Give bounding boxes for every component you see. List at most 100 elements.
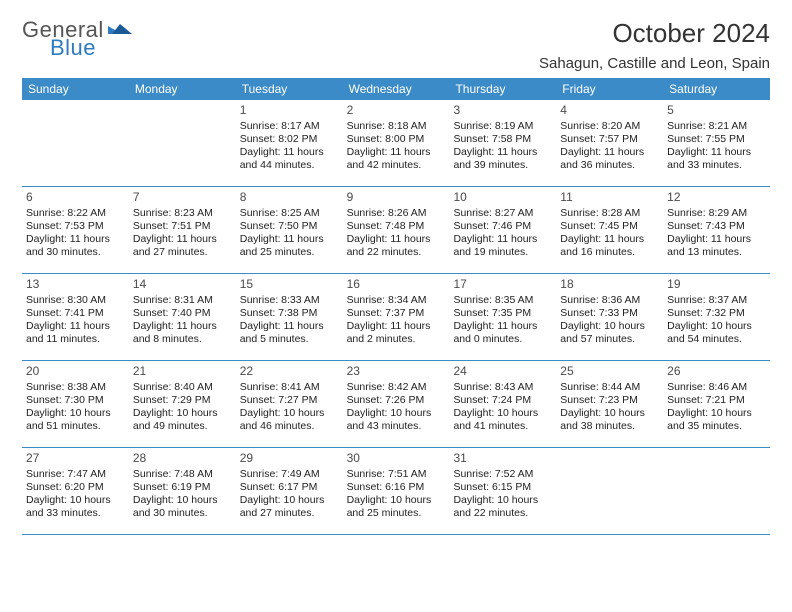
day-info-line: Daylight: 10 hours bbox=[667, 320, 766, 333]
day-info-line: Sunset: 7:41 PM bbox=[26, 307, 125, 320]
day-info-line: Sunset: 7:40 PM bbox=[133, 307, 232, 320]
day-info-line: Sunset: 7:33 PM bbox=[560, 307, 659, 320]
day-info-line: Sunset: 7:51 PM bbox=[133, 220, 232, 233]
day-info-line: Sunrise: 8:20 AM bbox=[560, 120, 659, 133]
day-number: 26 bbox=[667, 364, 766, 378]
day-info-line: and 54 minutes. bbox=[667, 333, 766, 346]
day-info-line: Sunrise: 7:51 AM bbox=[347, 468, 446, 481]
day-info-line: Daylight: 10 hours bbox=[26, 407, 125, 420]
day-cell: 4Sunrise: 8:20 AMSunset: 7:57 PMDaylight… bbox=[556, 100, 663, 186]
day-info-line: Sunrise: 8:23 AM bbox=[133, 207, 232, 220]
day-info-line: and 8 minutes. bbox=[133, 333, 232, 346]
day-number: 27 bbox=[26, 451, 125, 465]
day-info-line: Daylight: 11 hours bbox=[240, 233, 339, 246]
day-info-line: Sunrise: 7:49 AM bbox=[240, 468, 339, 481]
day-cell: 17Sunrise: 8:35 AMSunset: 7:35 PMDayligh… bbox=[449, 274, 556, 360]
day-cell: 20Sunrise: 8:38 AMSunset: 7:30 PMDayligh… bbox=[22, 361, 129, 447]
day-cell: 29 Sunrise: 7:49 AMSunset: 6:17 PMDayligh… bbox=[236, 448, 343, 534]
day-cell: 24Sunrise: 8:43 AMSunset: 7:24 PMDayligh… bbox=[449, 361, 556, 447]
day-info-line: Sunset: 7:53 PM bbox=[26, 220, 125, 233]
weekday-header-row: SundayMondayTuesdayWednesdayThursdayFrid… bbox=[22, 78, 770, 100]
week-row: 13Sunrise: 8:30 AMSunset: 7:41 PMDayligh… bbox=[22, 274, 770, 361]
day-info-line: Sunrise: 7:48 AM bbox=[133, 468, 232, 481]
day-cell: 12Sunrise: 8:29 AMSunset: 7:43 PMDayligh… bbox=[663, 187, 770, 273]
month-title: October 2024 bbox=[539, 18, 770, 49]
day-info-line: Sunrise: 8:35 AM bbox=[453, 294, 552, 307]
day-info-line: and 51 minutes. bbox=[26, 420, 125, 433]
day-cell: 6Sunrise: 8:22 AMSunset: 7:53 PMDaylight… bbox=[22, 187, 129, 273]
day-cell: 15Sunrise: 8:33 AMSunset: 7:38 PMDayligh… bbox=[236, 274, 343, 360]
day-info-line: Daylight: 11 hours bbox=[667, 233, 766, 246]
day-info-line: Sunset: 7:58 PM bbox=[453, 133, 552, 146]
day-info-line: Sunset: 7:26 PM bbox=[347, 394, 446, 407]
day-info-line: and 30 minutes. bbox=[26, 246, 125, 259]
day-cell: 13Sunrise: 8:30 AMSunset: 7:41 PMDayligh… bbox=[22, 274, 129, 360]
day-number: 25 bbox=[560, 364, 659, 378]
day-info-line: Sunset: 6:17 PM bbox=[240, 481, 339, 494]
day-info-line: Daylight: 10 hours bbox=[26, 494, 125, 507]
day-info-line: Sunrise: 8:29 AM bbox=[667, 207, 766, 220]
calendar-page: General Blue October 2024 Sahagun, Casti… bbox=[0, 0, 792, 535]
day-info-line: and 42 minutes. bbox=[347, 159, 446, 172]
day-info-line: Sunset: 6:15 PM bbox=[453, 481, 552, 494]
day-info-line: and 22 minutes. bbox=[453, 507, 552, 520]
day-info-line: Daylight: 11 hours bbox=[26, 233, 125, 246]
day-cell: 25Sunrise: 8:44 AMSunset: 7:23 PMDayligh… bbox=[556, 361, 663, 447]
day-number: 29 bbox=[240, 451, 339, 465]
weekday-cell: Tuesday bbox=[236, 78, 343, 100]
header: General Blue October 2024 Sahagun, Casti… bbox=[22, 18, 770, 72]
day-number: 10 bbox=[453, 190, 552, 204]
day-number: 30 bbox=[347, 451, 446, 465]
day-number: 9 bbox=[347, 190, 446, 204]
day-info-line: and 35 minutes. bbox=[667, 420, 766, 433]
day-info-line: Sunrise: 8:27 AM bbox=[453, 207, 552, 220]
day-number: 21 bbox=[133, 364, 232, 378]
day-info-line: Daylight: 11 hours bbox=[133, 233, 232, 246]
day-info-line: and 11 minutes. bbox=[26, 333, 125, 346]
day-info-line: Sunset: 7:38 PM bbox=[240, 307, 339, 320]
day-cell: 28Sunrise: 7:48 AMSunset: 6:19 PMDayligh… bbox=[129, 448, 236, 534]
day-info-line: and 33 minutes. bbox=[26, 507, 125, 520]
day-cell: 21Sunrise: 8:40 AMSunset: 7:29 PMDayligh… bbox=[129, 361, 236, 447]
day-cell: 23Sunrise: 8:42 AMSunset: 7:26 PMDayligh… bbox=[343, 361, 450, 447]
day-info-line: Sunset: 7:30 PM bbox=[26, 394, 125, 407]
day-info-line: Daylight: 10 hours bbox=[240, 494, 339, 507]
day-info-line: and 30 minutes. bbox=[133, 507, 232, 520]
weekday-cell: Sunday bbox=[22, 78, 129, 100]
day-info-line: Sunrise: 7:47 AM bbox=[26, 468, 125, 481]
day-info-line: Sunrise: 8:19 AM bbox=[453, 120, 552, 133]
day-info-line: Daylight: 11 hours bbox=[133, 320, 232, 333]
day-info-line: and 0 minutes. bbox=[453, 333, 552, 346]
day-cell: 22Sunrise: 8:41 AMSunset: 7:27 PMDayligh… bbox=[236, 361, 343, 447]
location: Sahagun, Castille and Leon, Spain bbox=[539, 55, 770, 72]
day-info-line: Daylight: 10 hours bbox=[133, 494, 232, 507]
logo-line2: Blue bbox=[50, 36, 104, 59]
day-info-line: Sunset: 7:35 PM bbox=[453, 307, 552, 320]
day-info-line: Daylight: 10 hours bbox=[453, 494, 552, 507]
day-info-line: Daylight: 11 hours bbox=[560, 233, 659, 246]
day-cell: 18Sunrise: 8:36 AMSunset: 7:33 PMDayligh… bbox=[556, 274, 663, 360]
day-info-line: Sunset: 7:55 PM bbox=[667, 133, 766, 146]
day-info-line: Daylight: 10 hours bbox=[240, 407, 339, 420]
day-info-line: Daylight: 10 hours bbox=[133, 407, 232, 420]
day-info-line: and 44 minutes. bbox=[240, 159, 339, 172]
day-cell bbox=[22, 100, 129, 186]
day-info-line: and 2 minutes. bbox=[347, 333, 446, 346]
day-info-line: Sunrise: 8:17 AM bbox=[240, 120, 339, 133]
day-number: 19 bbox=[667, 277, 766, 291]
day-info-line: Sunrise: 8:25 AM bbox=[240, 207, 339, 220]
day-cell: 14Sunrise: 8:31 AMSunset: 7:40 PMDayligh… bbox=[129, 274, 236, 360]
day-cell: 11Sunrise: 8:28 AMSunset: 7:45 PMDayligh… bbox=[556, 187, 663, 273]
day-info-line: Daylight: 11 hours bbox=[347, 146, 446, 159]
day-cell: 10Sunrise: 8:27 AMSunset: 7:46 PMDayligh… bbox=[449, 187, 556, 273]
weeks-container: 1Sunrise: 8:17 AMSunset: 8:02 PMDaylight… bbox=[22, 100, 770, 535]
day-number: 15 bbox=[240, 277, 339, 291]
day-info-line: and 27 minutes. bbox=[133, 246, 232, 259]
day-number: 28 bbox=[133, 451, 232, 465]
day-cell: 26Sunrise: 8:46 AMSunset: 7:21 PMDayligh… bbox=[663, 361, 770, 447]
day-info-line: Sunrise: 8:40 AM bbox=[133, 381, 232, 394]
day-info-line: and 25 minutes. bbox=[240, 246, 339, 259]
day-info-line: and 19 minutes. bbox=[453, 246, 552, 259]
day-info-line: and 43 minutes. bbox=[347, 420, 446, 433]
day-info-line: Daylight: 11 hours bbox=[667, 146, 766, 159]
